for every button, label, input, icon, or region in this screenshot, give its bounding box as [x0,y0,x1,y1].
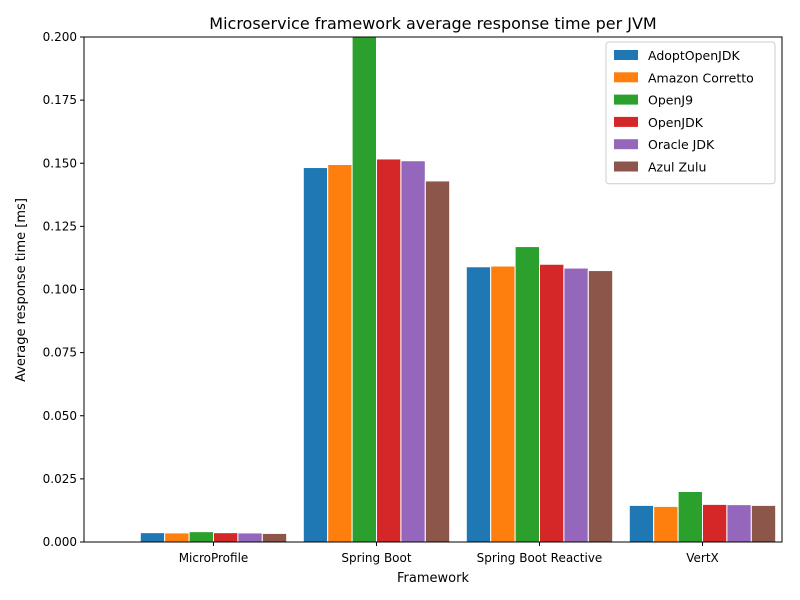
plot-frame [83,36,783,543]
x-tick-label: VertX [686,551,719,565]
bar-openjdk [702,503,728,542]
legend-swatch [614,72,638,83]
bar-openjdk [213,532,239,542]
bar-amazon-corretto [164,532,190,542]
bar-openjdk [539,263,565,542]
bar-amazon-corretto [653,505,679,542]
bar-adoptopenjdk [302,167,329,542]
y-tick-label: 0.025 [43,472,77,486]
bar-oracle-jdk [563,267,589,542]
bar-oracle-jdk [400,160,426,542]
legend-box [605,41,776,185]
bars-group [139,37,777,542]
legend-label: OpenJDK [648,115,704,130]
bar-adoptopenjdk [465,266,492,542]
legend-swatch [614,116,638,127]
y-tick-label: 0.125 [43,219,77,233]
bar-amazon-corretto [490,265,516,542]
y-tick-label: 0.000 [43,535,77,549]
x-tick-label: Spring Boot Reactive [477,551,603,565]
bar-adoptopenjdk [139,532,166,542]
x-tick-label: MicroProfile [179,551,249,565]
x-axis-label: Framework [397,571,469,586]
bar-azul-zulu [587,270,614,542]
bar-openjdk [376,158,402,542]
legend-swatch [614,139,638,150]
bar-openj9 [514,246,540,542]
y-axis-label: Average response time [ms] [14,198,29,382]
chart-title: Microservice framework average response … [209,14,656,33]
x-axis: MicroProfile Spring Boot Spring Boot React… [179,542,719,565]
y-tick-label: 0.175 [43,93,77,107]
bar-openj9 [188,531,215,542]
y-tick-label: 0.200 [43,30,77,44]
legend: AdoptOpenJDK Amazon Corretto OpenJ9 OpenJDK… [605,41,776,185]
legend-label: OpenJ9 [648,93,693,108]
y-tick-label: 0.150 [43,156,77,170]
legend-swatch [614,50,638,60]
y-tick-label: 0.050 [43,409,77,423]
y-tick-label: 0.100 [43,283,77,297]
bar-azul-zulu [261,532,288,542]
y-tick-label: 0.075 [43,346,77,360]
bar-openj9 [677,491,703,542]
bar-oracle-jdk [726,504,752,542]
x-tick-label: Spring Boot [341,551,411,565]
bar-openj9 [351,37,378,542]
bar-azul-zulu [750,504,777,542]
bar-azul-zulu [424,180,451,542]
legend-label: Azul Zulu [648,160,706,175]
legend-label: Amazon Corretto [648,70,754,85]
bar-adoptopenjdk [628,504,655,542]
bar-oracle-jdk [237,532,263,542]
legend-label: Oracle JDK [648,137,715,152]
y-axis: 0.000 0.025 0.050 0.075 0.100 0.125 0.150 0.175… [43,30,84,549]
legend-swatch [614,161,638,172]
legend-label: AdoptOpenJDK [648,48,740,63]
legend-swatch [614,94,638,105]
bar-amazon-corretto [327,164,353,542]
